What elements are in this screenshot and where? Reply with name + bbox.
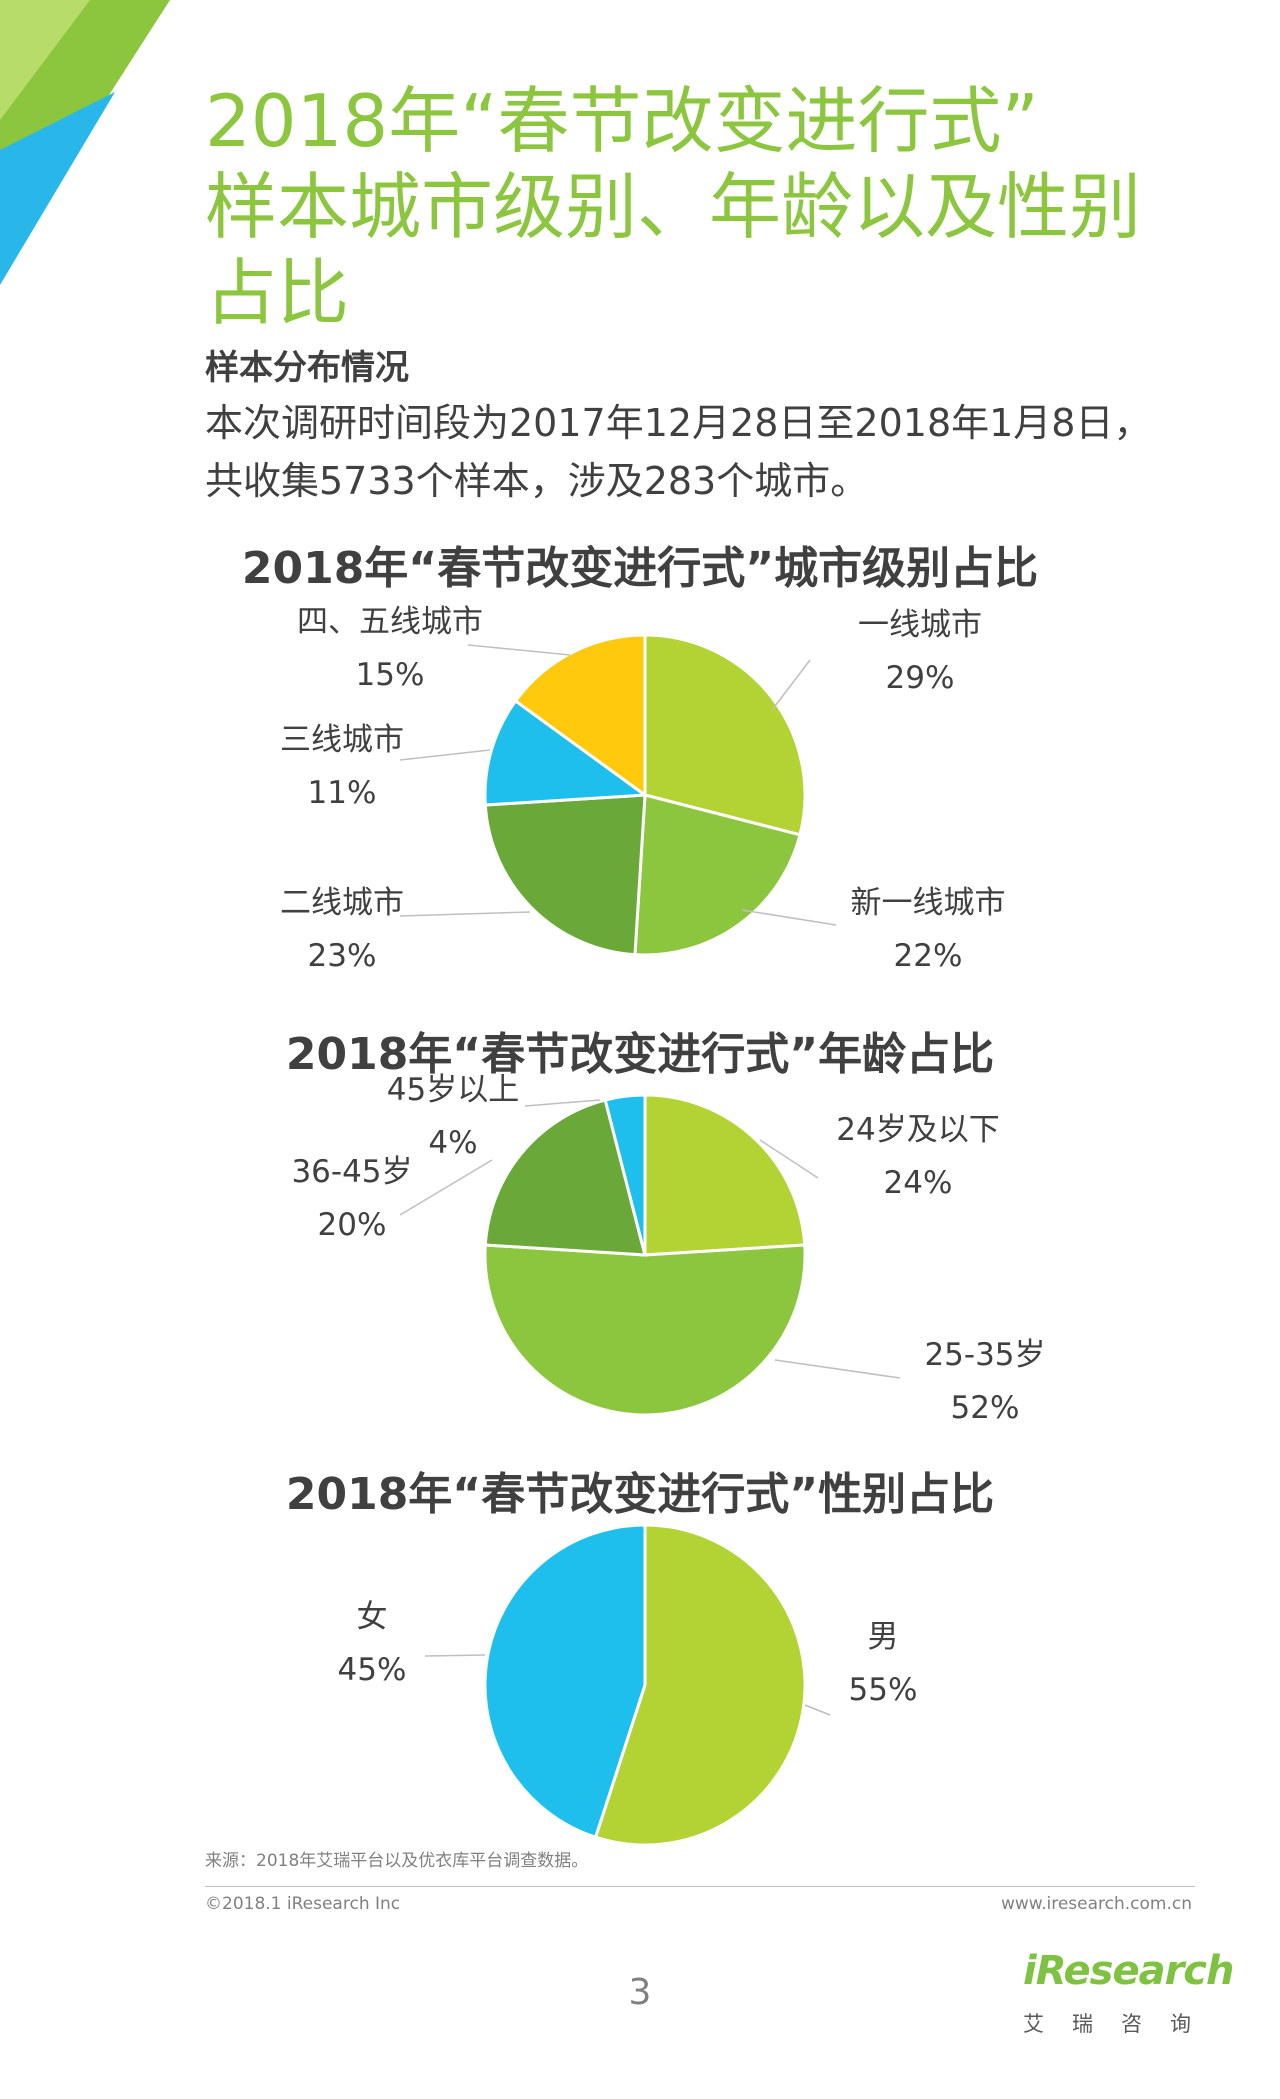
deco-triangle-blue [0,92,115,285]
section-heading: 样本分布情况 [205,348,409,388]
intro-line-2: 共收集5733个样本，涉及283个城市。 [205,459,869,503]
corner-decoration [0,0,170,285]
pie-slice [603,1093,647,1256]
slice-value-label: 23% [308,938,377,974]
pie-chart-gender: 男 55% 女 45% [338,1523,918,1847]
slice-value-label: 29% [886,660,955,696]
slice-name-label: 一线城市 [858,607,982,643]
pie-slice [483,698,650,807]
website-link[interactable]: www.iresearch.com.cn [1000,1894,1192,1914]
pie-slice [483,793,647,957]
leader-line [774,1359,901,1379]
chart-title-age: 2018年“春节改变进行式”年龄占比 [285,1029,995,1080]
pie-slice [643,633,807,837]
chart-title-city-tier: 2018年“春节改变进行式”城市级别占比 [241,543,1039,594]
pie-slice [513,633,647,798]
slice-name-label: 男 [868,1619,899,1655]
intro-text: 本次调研时间段为2017年12月28日至2018年1月8日， 共收集5733个样… [205,394,1225,510]
pie-slice [483,1243,807,1417]
iresearch-logo: iResearch 艾瑞咨询 [1015,1948,1234,2058]
slice-value-label: 55% [849,1672,918,1708]
leader-line [804,1704,831,1716]
source-note: 来源：2018年艾瑞平台以及优衣库平台调查数据。 [205,1851,589,1871]
leader-line [771,659,811,711]
leader-line [524,1099,601,1107]
slice-value-label: 22% [894,938,963,974]
leader-line [399,749,491,761]
slice-name-label: 36-45岁 [291,1154,412,1190]
page-title-line-2: 样本城市级别、年龄以及性别 [205,165,1142,249]
chart-title-gender: 2018年“春节改变进行式”性别占比 [285,1469,995,1520]
slice-value-label: 45% [338,1652,407,1688]
leader-line [399,911,531,917]
page-number: 3 [628,1972,652,2013]
slice-name-label: 24岁及以下 [836,1112,999,1148]
slice-name-label: 25-35岁 [924,1337,1045,1373]
pie-slice [483,1523,647,1840]
leader-line [759,1139,819,1179]
logo-name: iResearch [1023,1948,1234,1994]
pie-slice [593,1523,807,1847]
page-title-line-1: 2018年“春节改变进行式” [205,79,1039,163]
slice-value-label: 52% [951,1390,1020,1426]
leader-line [399,1159,493,1216]
copyright: ©2018.1 iResearch Inc [205,1894,401,1914]
footer-divider [205,1886,1195,1887]
slice-value-label: 4% [428,1125,477,1161]
slice-name-label: 三线城市 [280,722,404,758]
pie-chart-age: 24岁及以下 24% 25-35岁 52% 36-45岁 20% 45岁以上 4% [291,1072,1045,1426]
page-title: 2018年“春节改变进行式” 样本城市级别、年龄以及性别 占比 [205,78,1205,336]
leader-line [424,1654,486,1657]
slice-value-label: 24% [884,1165,953,1201]
leader-line [467,644,571,656]
slice-value-label: 15% [356,657,425,693]
slice-name-label: 二线城市 [280,885,404,921]
pie-chart-city-tier: 一线城市 29% 新一线城市 22% 二线城市 23% 三线城市 11% 四、五线城市 15% [280,604,1006,974]
slice-value-label: 11% [308,775,377,811]
intro-line-1: 本次调研时间段为2017年12月28日至2018年1月8日， [205,401,1152,445]
logo-subtitle: 艾瑞咨询 [1023,2012,1219,2036]
slice-name-label: 新一线城市 [851,885,1006,921]
leader-line [741,909,837,926]
page-title-line-3: 占比 [205,251,350,335]
slice-name-label: 女 [357,1599,388,1635]
deco-triangle-light [0,0,90,120]
pie-slice [633,793,802,957]
pie-slice [483,1098,647,1257]
slice-value-label: 20% [318,1207,387,1243]
slice-name-label: 45岁以上 [387,1072,519,1108]
slice-name-label: 四、五线城市 [297,604,483,640]
pie-slice [643,1093,807,1257]
